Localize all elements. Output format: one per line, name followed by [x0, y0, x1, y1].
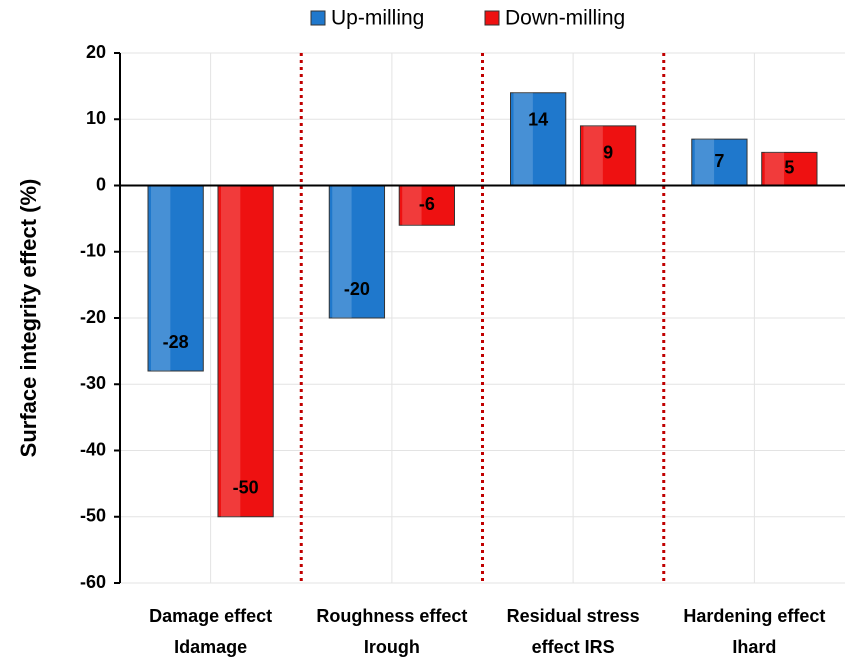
- bar-shine: [764, 152, 785, 186]
- data-label: 9: [603, 143, 613, 163]
- y-tick-label: 20: [86, 42, 106, 62]
- bar: [398, 185, 455, 226]
- y-tick-label: -50: [80, 506, 106, 526]
- y-tick-label: -60: [80, 572, 106, 592]
- x-tick-label: Damage effect: [149, 606, 272, 626]
- x-tick-label: Ihard: [732, 637, 776, 657]
- y-tick-label: 0: [96, 174, 106, 194]
- bar-shine: [694, 139, 715, 186]
- data-label: -50: [233, 478, 259, 498]
- x-tick-label: Residual stress: [507, 606, 640, 626]
- bar-shine: [583, 125, 603, 186]
- bar-shine: [402, 185, 422, 226]
- data-label: -28: [163, 332, 189, 352]
- y-tick-label: -40: [80, 439, 106, 459]
- y-axis-label: Surface integrity effect (%): [16, 179, 41, 458]
- y-tick-label: -10: [80, 241, 106, 261]
- y-tick-label: -20: [80, 307, 106, 327]
- legend-swatch: [310, 10, 326, 26]
- bar: [328, 185, 386, 319]
- legend-swatch: [484, 10, 500, 26]
- data-label: 14: [528, 110, 548, 130]
- data-label: 7: [714, 151, 724, 171]
- y-tick-label: -30: [80, 373, 106, 393]
- x-tick-label: effect IRS: [532, 637, 615, 657]
- data-label: -6: [419, 194, 435, 214]
- legend-text: Down-milling: [505, 7, 625, 30]
- legend-text: Up-milling: [331, 7, 424, 30]
- bar-shine: [513, 92, 533, 186]
- x-tick-label: Hardening effect: [683, 606, 825, 626]
- x-tick-label: Idamage: [174, 637, 247, 657]
- bar-shine: [220, 185, 241, 517]
- x-tick-label: Roughness effect: [316, 606, 467, 626]
- y-tick-label: 10: [86, 108, 106, 128]
- bar: [579, 125, 637, 186]
- bar: [510, 92, 567, 186]
- bar: [217, 185, 274, 518]
- bar: [761, 151, 818, 186]
- bar-shine: [332, 185, 352, 318]
- bar-shine: [151, 185, 171, 371]
- bar: [147, 185, 204, 372]
- data-label: 5: [784, 158, 794, 178]
- bar: [691, 138, 748, 186]
- data-label: -20: [344, 279, 370, 299]
- x-tick-label: Irough: [364, 637, 420, 657]
